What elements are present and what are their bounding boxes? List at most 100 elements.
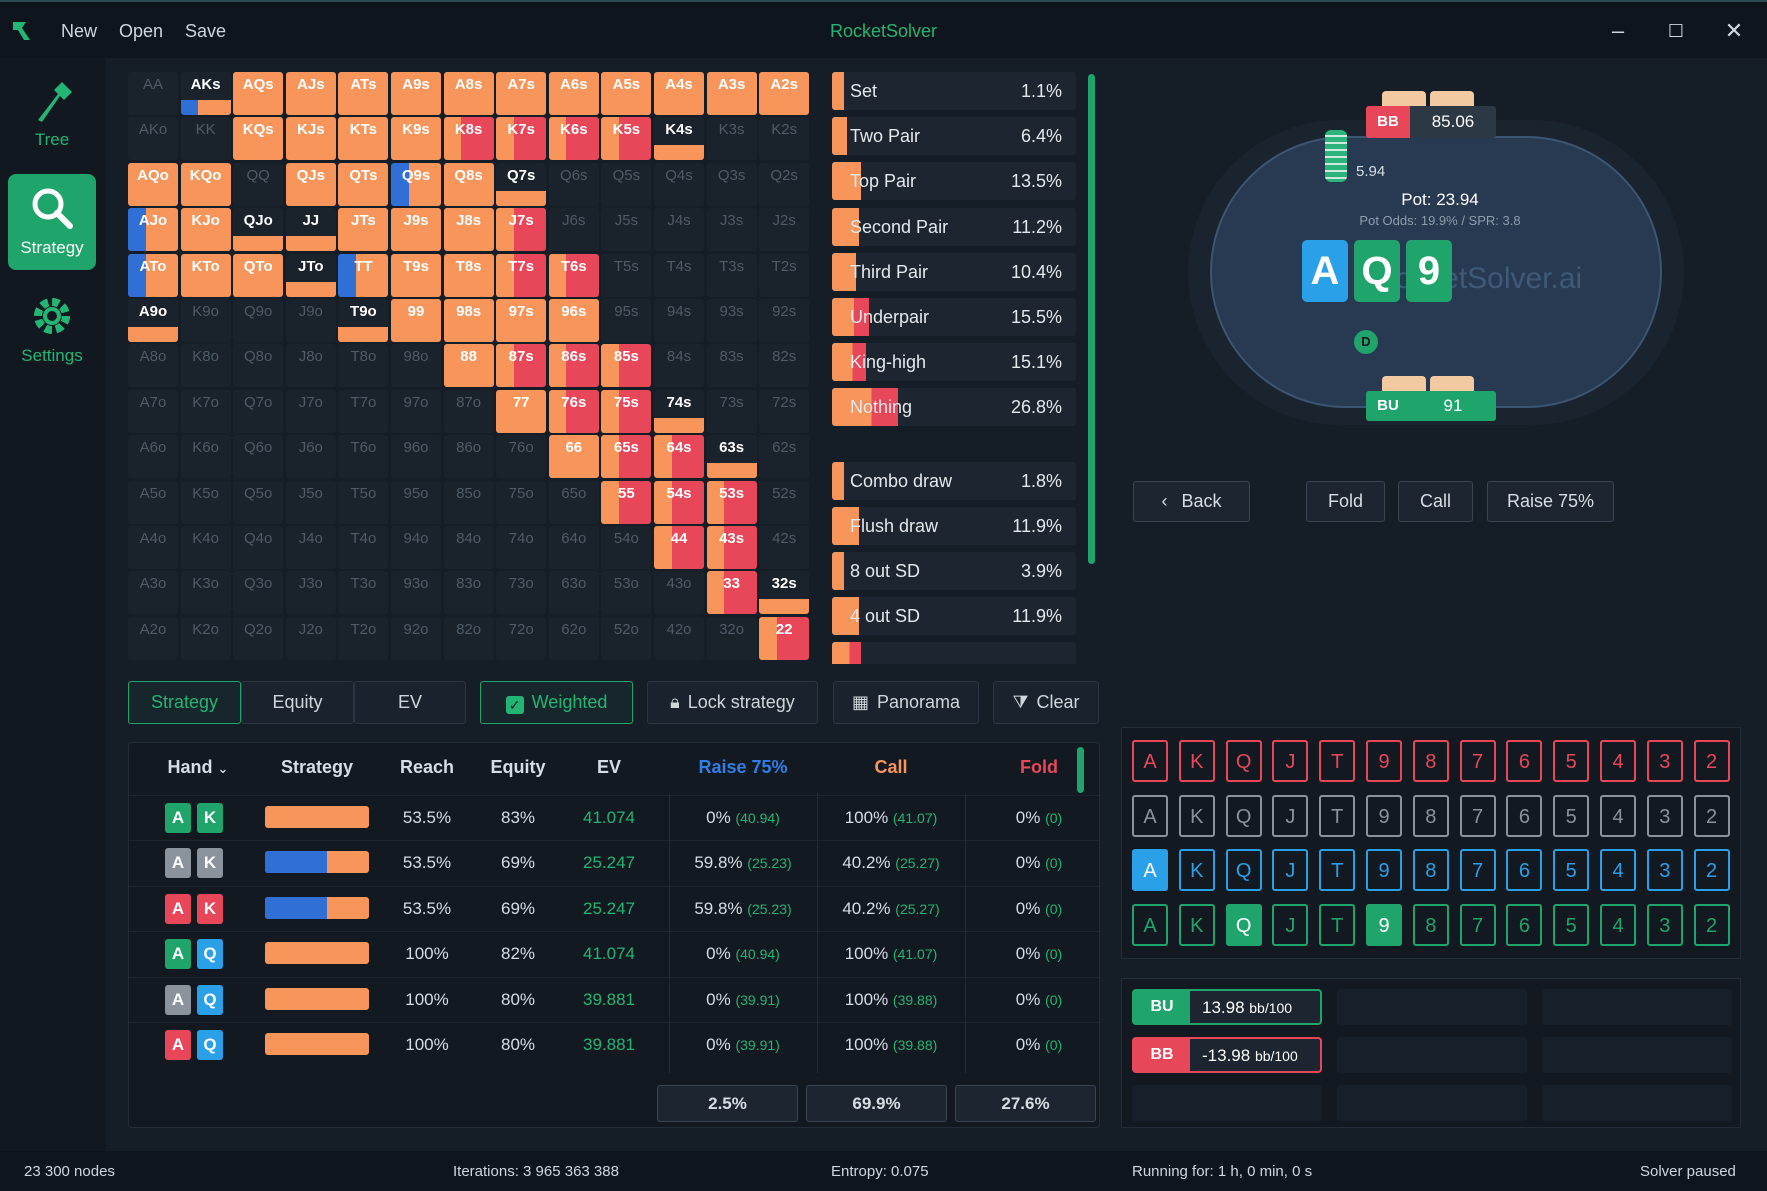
range-cell[interactable]: J9s <box>391 208 441 252</box>
table-row[interactable]: A Q 100% 80% 39.881 0% (39.91) 100% (39.88) 0% … <box>129 976 1099 1022</box>
range-cell[interactable]: QJs <box>285 162 336 206</box>
range-cell[interactable]: 53s <box>706 480 757 524</box>
picker-card[interactable]: T <box>1319 740 1356 782</box>
picker-card[interactable]: 8 <box>1412 794 1449 837</box>
range-cell[interactable]: 53o <box>601 571 652 615</box>
range-cell[interactable]: KTs <box>338 117 389 161</box>
range-cell[interactable]: KJs <box>285 117 336 161</box>
range-cell[interactable]: 82o <box>443 616 494 660</box>
range-cell[interactable]: 77 <box>496 389 547 433</box>
range-cell[interactable]: 32s <box>759 571 810 615</box>
picker-card[interactable]: A <box>1132 740 1168 782</box>
picker-card[interactable]: 3 <box>1646 903 1683 946</box>
range-cell[interactable]: 82s <box>759 344 810 388</box>
table-row[interactable]: A K 53.5% 69% 25.247 59.8% (25.23) 40.2% (25.2… <box>129 885 1099 931</box>
range-cell[interactable]: 75o <box>496 480 547 524</box>
menu-save[interactable]: Save <box>185 21 227 41</box>
table-row[interactable]: A K 53.5% 83% 41.074 0% (40.94) 100% (41.07) 0%… <box>129 795 1099 840</box>
clear-button[interactable]: ⧩ Clear <box>993 681 1099 724</box>
range-cell[interactable]: AQs <box>233 72 284 115</box>
range-cell[interactable]: T8o <box>338 344 389 388</box>
minimize-icon[interactable]: – <box>1611 18 1625 43</box>
picker-card[interactable]: 5 <box>1553 903 1590 946</box>
category-row[interactable]: Set 1.1% <box>832 72 1076 110</box>
range-cell[interactable]: A7o <box>128 389 178 433</box>
range-cell[interactable]: A8s <box>443 72 494 115</box>
table-row[interactable]: A K 53.5% 69% 25.247 59.8% (25.23) 40.2% (25.2… <box>129 840 1099 885</box>
category-row[interactable]: Two Pair 6.4% <box>832 117 1076 156</box>
column-ev[interactable]: EV <box>596 757 621 777</box>
range-cell[interactable]: K8o <box>180 344 231 388</box>
picker-card[interactable]: 9 <box>1366 903 1402 946</box>
range-cell[interactable]: A9o <box>128 299 178 342</box>
range-cell[interactable]: AA <box>128 72 178 115</box>
picker-card[interactable]: 7 <box>1459 849 1496 891</box>
range-cell[interactable]: 43s <box>706 526 757 569</box>
menu-open[interactable]: Open <box>119 21 164 41</box>
table-row[interactable]: A Q 100% 82% 41.074 0% (40.94) 100% (41.07) 0% … <box>129 931 1099 976</box>
range-cell[interactable]: Q2s <box>759 162 810 206</box>
range-cell[interactable]: Q3o <box>233 571 284 615</box>
picker-card[interactable]: 6 <box>1506 903 1543 946</box>
picker-card[interactable]: 3 <box>1646 849 1683 891</box>
range-cell[interactable]: 97o <box>391 389 441 433</box>
range-cell[interactable]: 98s <box>443 299 494 342</box>
range-cell[interactable]: 43o <box>654 571 704 615</box>
picker-card[interactable]: J <box>1272 740 1309 782</box>
tab-strategy[interactable]: Strategy <box>128 681 241 724</box>
range-cell[interactable]: T6o <box>338 435 389 479</box>
range-cell[interactable]: T8s <box>443 253 494 297</box>
range-cell[interactable]: T3s <box>706 253 757 297</box>
picker-card[interactable]: J <box>1272 794 1309 837</box>
range-cell[interactable]: A2o <box>128 616 178 660</box>
sidebar-item-settings[interactable]: Settings <box>8 282 96 378</box>
picker-card[interactable]: 5 <box>1553 740 1590 782</box>
range-cell[interactable]: 54o <box>601 526 652 569</box>
range-cell[interactable]: Q3s <box>706 162 757 206</box>
range-cell[interactable]: 64s <box>654 435 704 479</box>
tab-equity[interactable]: Equity <box>241 681 354 724</box>
range-cell[interactable]: A3s <box>706 72 757 115</box>
fold-button[interactable]: Fold <box>1306 481 1385 522</box>
column-strategy[interactable]: Strategy <box>280 757 354 777</box>
picker-card[interactable]: 9 <box>1366 849 1402 891</box>
range-cell[interactable]: 96s <box>548 299 599 342</box>
picker-card[interactable]: 8 <box>1412 849 1449 891</box>
picker-card[interactable]: K <box>1178 740 1215 782</box>
range-cell[interactable]: J3s <box>706 208 757 252</box>
column-hand[interactable]: Hand ⌄ <box>167 757 229 777</box>
range-cell[interactable]: K5s <box>601 117 652 161</box>
range-cell[interactable]: AQo <box>128 162 178 206</box>
range-cell[interactable]: J2o <box>285 616 336 660</box>
range-cell[interactable]: A6o <box>128 435 178 479</box>
range-cell[interactable]: QTo <box>233 253 284 297</box>
range-cell[interactable]: T2s <box>759 253 810 297</box>
range-cell[interactable]: T6s <box>548 253 599 297</box>
tab-ev[interactable]: EV <box>354 681 466 724</box>
range-cell[interactable]: AJo <box>128 208 178 252</box>
range-cell[interactable]: 87o <box>443 389 494 433</box>
range-cell[interactable]: J6s <box>548 208 599 252</box>
range-cell[interactable]: T3o <box>338 571 389 615</box>
picker-card[interactable]: A <box>1132 849 1168 891</box>
range-cell[interactable]: 62s <box>759 435 810 479</box>
range-cell[interactable]: A5s <box>601 72 652 115</box>
range-cell[interactable]: KTo <box>180 253 231 297</box>
range-cell[interactable]: 94o <box>391 526 441 569</box>
table-scrollbar[interactable] <box>1077 747 1084 793</box>
range-cell[interactable]: 85s <box>601 344 652 388</box>
range-cell[interactable]: 42o <box>654 616 704 660</box>
picker-card[interactable]: 5 <box>1553 794 1590 837</box>
range-cell[interactable]: Q6o <box>233 435 284 479</box>
range-cell[interactable]: 95o <box>391 480 441 524</box>
picker-card[interactable]: 7 <box>1459 794 1496 837</box>
picker-card[interactable]: 9 <box>1366 740 1402 782</box>
column-raise[interactable]: Raise 75% <box>698 757 788 777</box>
panorama-button[interactable]: ▦ Panorama <box>833 681 979 724</box>
range-cell[interactable]: K5o <box>180 480 231 524</box>
picker-card[interactable]: 2 <box>1693 849 1730 891</box>
range-cell[interactable]: 86s <box>548 344 599 388</box>
picker-card[interactable]: Q <box>1225 849 1262 891</box>
picker-card[interactable]: 7 <box>1459 740 1496 782</box>
range-cell[interactable]: 76s <box>548 389 599 433</box>
